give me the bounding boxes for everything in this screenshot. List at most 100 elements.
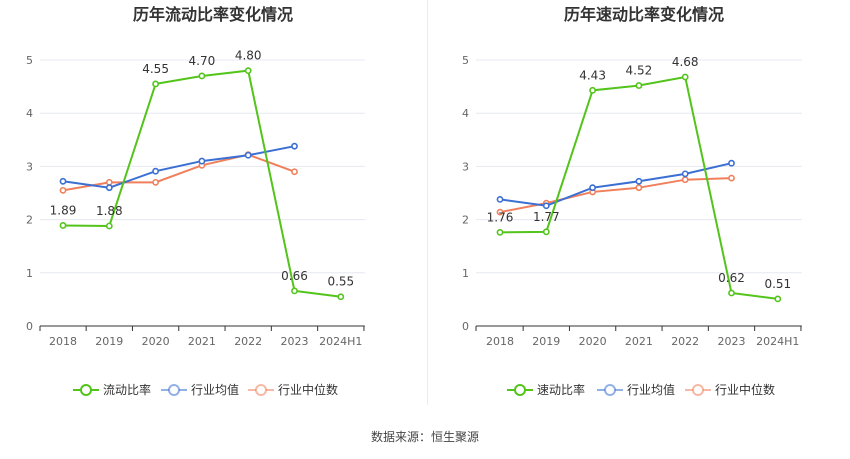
data-point[interactable] [728,174,735,182]
y-tick-label: 4 [26,107,33,120]
data-point[interactable] [291,168,298,176]
legend-marker-icon [80,384,92,396]
legend-item[interactable]: 速动比率 [507,382,585,397]
data-label: 0.51 [764,277,791,291]
data-label: 4.80 [235,49,262,63]
legend-label: 行业中位数 [715,382,775,397]
series-line [62,153,295,192]
data-label: 4.55 [142,62,169,76]
data-point[interactable] [681,73,689,81]
data-point[interactable] [496,208,504,216]
data-source-note: 数据来源：恒生聚源 [370,430,479,444]
data-label: 1.77 [533,210,560,224]
x-tick-label: 2019 [95,335,123,348]
data-point[interactable] [59,186,67,194]
data-point[interactable] [105,222,113,230]
legend-item[interactable]: 行业中位数 [248,382,338,397]
chart-title: 历年速动比率变化情况 [564,5,724,24]
x-tick-label: 2024H1 [756,335,799,348]
data-point[interactable] [152,167,159,175]
data-point[interactable] [152,178,159,186]
data-label: 4.52 [626,64,653,78]
data-label: 0.66 [281,269,308,283]
data-point[interactable] [291,142,298,150]
legend-label: 行业中位数 [278,382,338,397]
data-point[interactable] [291,287,298,295]
legend-item[interactable]: 行业均值 [161,382,239,397]
x-tick-label: 2022 [234,335,262,348]
data-label: 1.89 [50,203,77,217]
data-point[interactable] [198,72,206,80]
data-label: 4.70 [189,54,216,68]
data-point[interactable] [635,177,643,185]
legend-marker-icon [514,384,526,396]
data-point[interactable] [635,82,643,89]
x-tick-label: 2021 [625,335,653,348]
data-label: 0.55 [327,275,354,289]
data-point[interactable] [681,170,689,178]
y-tick-label: 0 [26,320,33,333]
data-point[interactable] [496,228,504,236]
data-point[interactable] [589,184,596,192]
legend-item[interactable]: 流动比率 [73,382,151,397]
x-tick-label: 2018 [486,335,514,348]
data-point[interactable] [198,157,206,165]
x-tick-label: 2019 [532,335,560,348]
data-point[interactable] [728,289,735,297]
legend-marker-icon [692,384,704,396]
x-tick-label: 2020 [142,335,170,348]
legend-item[interactable]: 行业均值 [597,382,675,397]
legend-label: 速动比率 [537,382,585,397]
legend-marker-icon [255,384,267,396]
chart-panel-1: 历年流动比率变化情况 0 1 2 3 4 5 2018 2019 2020 2021 2022 2023… [26,5,365,397]
data-label: 4.68 [672,55,699,69]
series-line [499,177,732,214]
legend-label: 流动比率 [103,382,151,397]
data-point[interactable] [681,176,689,184]
x-tick-label: 2023 [718,335,746,348]
data-point[interactable] [59,177,67,185]
data-point[interactable] [337,293,345,301]
data-label: 1.88 [96,204,123,218]
y-tick-label: 3 [26,160,33,173]
legend-item[interactable]: 行业中位数 [685,382,775,397]
data-point[interactable] [728,159,735,167]
data-point[interactable] [105,184,113,192]
x-tick-label: 2023 [281,335,309,348]
y-tick-label: 1 [26,267,33,280]
y-tick-label: 2 [26,214,33,227]
data-point[interactable] [542,228,550,236]
data-point[interactable] [152,80,159,88]
data-point[interactable] [244,67,252,75]
y-tick-label: 5 [462,54,469,67]
x-tick-label: 2018 [49,335,77,348]
data-point[interactable] [542,202,550,210]
legend-marker-icon [168,384,180,396]
legend-label: 行业均值 [191,382,239,397]
x-tick-label: 2020 [579,335,607,348]
data-label: 1.76 [487,210,514,224]
data-label: 4.43 [579,68,606,82]
x-tick-label: 2024H1 [319,335,362,348]
y-tick-label: 1 [462,267,469,280]
chart-title: 历年流动比率变化情况 [133,5,293,24]
data-point[interactable] [59,222,67,229]
y-tick-label: 4 [462,107,469,120]
panel-divider [427,0,428,405]
series-line [62,145,295,189]
data-point[interactable] [589,86,596,94]
y-tick-label: 0 [462,320,469,333]
legend-marker-icon [604,384,616,396]
series-line [499,162,732,207]
legend-label: 行业均值 [627,382,675,397]
y-tick-label: 5 [26,54,33,67]
data-point[interactable] [496,195,504,203]
data-point[interactable] [635,184,643,192]
data-point[interactable] [105,178,113,186]
data-point[interactable] [244,151,252,159]
data-label: 0.62 [718,271,745,285]
x-tick-label: 2021 [188,335,216,348]
data-point[interactable] [774,295,782,303]
x-tick-label: 2022 [671,335,699,348]
